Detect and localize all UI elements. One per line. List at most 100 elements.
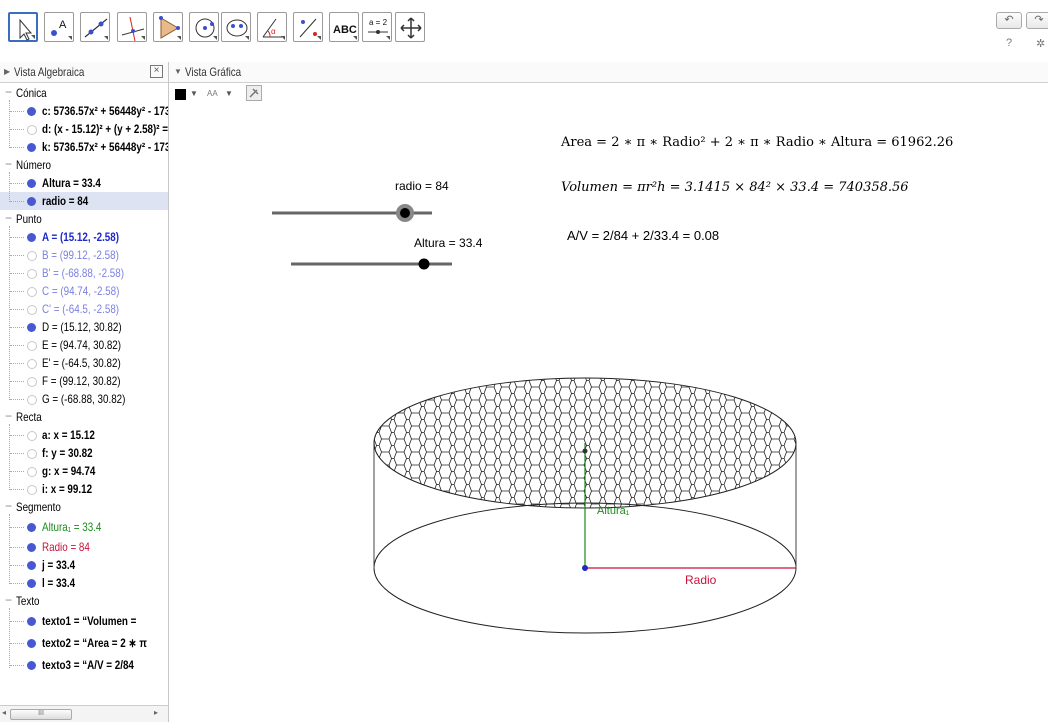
hidden-dot-icon[interactable]: [27, 358, 37, 369]
collapse-minus-icon[interactable]: −: [5, 85, 13, 99]
scroll-right-icon[interactable]: ▸: [154, 708, 159, 717]
algebra-item[interactable]: Altura = 33.4: [0, 174, 168, 192]
visible-dot-icon[interactable]: [27, 578, 36, 588]
color-swatch[interactable]: [175, 89, 186, 100]
visible-dot-icon[interactable]: [27, 322, 36, 332]
dropdown-arrow-icon[interactable]: ▼: [190, 89, 198, 98]
algebra-item[interactable]: f: y = 30.82: [0, 444, 168, 462]
collapse-minus-icon[interactable]: −: [5, 499, 13, 513]
algebra-category[interactable]: − Punto: [0, 210, 168, 228]
collapse-arrow-icon[interactable]: ▼: [174, 67, 182, 76]
algebra-item[interactable]: texto1 = “Volumen =: [0, 610, 168, 632]
circle-tool[interactable]: [189, 12, 219, 42]
formula-area[interactable]: Area = 2 ∗ π ∗ Radio² + 2 ∗ π ∗ Radio ∗ …: [560, 135, 953, 150]
polygon-tool[interactable]: [153, 12, 183, 42]
visible-dot-icon[interactable]: [27, 522, 36, 532]
reflect-tool[interactable]: [293, 12, 323, 42]
visible-dot-icon[interactable]: [27, 178, 36, 188]
visible-dot-icon[interactable]: [27, 560, 36, 570]
scroll-thumb[interactable]: III: [10, 709, 72, 720]
line-tool[interactable]: [80, 12, 110, 42]
collapse-minus-icon[interactable]: −: [5, 211, 13, 225]
perpendicular-tool[interactable]: [117, 12, 147, 42]
move-tool[interactable]: [8, 12, 38, 42]
hidden-dot-icon[interactable]: [27, 430, 37, 441]
slider-altura-handle[interactable]: [418, 258, 430, 270]
hidden-dot-icon[interactable]: [27, 250, 37, 261]
dropdown-arrow-icon[interactable]: ▼: [225, 89, 233, 98]
hidden-dot-icon[interactable]: [27, 340, 37, 351]
algebra-item[interactable]: Radio = 84: [0, 538, 168, 556]
algebra-item[interactable]: d: (x - 15.12)² + (y + 2.58)² =: [0, 120, 168, 138]
algebra-category[interactable]: − Cónica: [0, 84, 168, 102]
gear-icon[interactable]: ✲: [1036, 38, 1046, 50]
algebra-item[interactable]: E = (94.74, 30.82): [0, 336, 168, 354]
hidden-dot-icon[interactable]: [27, 466, 37, 477]
algebra-item[interactable]: j = 33.4: [0, 556, 168, 574]
point-A[interactable]: [582, 565, 588, 571]
visible-dot-icon[interactable]: [27, 196, 36, 206]
algebra-item[interactable]: texto3 = “A/V = 2/84: [0, 654, 168, 676]
algebra-category[interactable]: − Texto: [0, 592, 168, 610]
algebra-item[interactable]: i: x = 99.12: [0, 480, 168, 498]
algebra-item[interactable]: E' = (-64.5, 30.82): [0, 354, 168, 372]
algebra-item[interactable]: G = (-68.88, 30.82): [0, 390, 168, 408]
slider-radio-handle[interactable]: [400, 208, 410, 218]
visible-dot-icon[interactable]: [27, 142, 36, 152]
formula-av[interactable]: A/V = 2/84 + 2/33.4 = 0.08: [567, 228, 719, 243]
visible-dot-icon[interactable]: [27, 542, 36, 552]
algebra-item[interactable]: C' = (-64.5, -2.58): [0, 300, 168, 318]
algebra-item[interactable]: k: 5736.57x² + 56448y² - 173: [0, 138, 168, 156]
algebra-item[interactable]: l = 33.4: [0, 574, 168, 592]
close-view-icon[interactable]: ×: [150, 65, 163, 78]
hidden-dot-icon[interactable]: [27, 394, 37, 405]
pin-icon[interactable]: [246, 85, 262, 101]
algebra-item[interactable]: texto2 = “Area = 2 ∗ π: [0, 632, 168, 654]
algebra-item[interactable]: C = (94.74, -2.58): [0, 282, 168, 300]
visible-dot-icon[interactable]: [27, 660, 36, 670]
collapse-minus-icon[interactable]: −: [5, 593, 13, 607]
algebra-category[interactable]: − Recta: [0, 408, 168, 426]
hidden-dot-icon[interactable]: [27, 286, 37, 297]
algebra-item[interactable]: B' = (-68.88, -2.58): [0, 264, 168, 282]
slider-tool[interactable]: a = 2: [362, 12, 392, 42]
algebra-item[interactable]: Altura₁ = 33.4: [0, 516, 168, 538]
hidden-dot-icon[interactable]: [27, 304, 37, 315]
horizontal-scrollbar[interactable]: ◂ III ▸: [0, 705, 168, 722]
hidden-dot-icon[interactable]: [27, 484, 37, 495]
point-D[interactable]: [582, 448, 588, 454]
algebra-item[interactable]: D = (15.12, 30.82): [0, 318, 168, 336]
collapse-arrow-icon[interactable]: ▶: [4, 67, 11, 76]
redo-button[interactable]: ↷: [1026, 12, 1048, 29]
ellipse-tool[interactable]: [221, 12, 251, 42]
collapse-minus-icon[interactable]: −: [5, 409, 13, 423]
visible-dot-icon[interactable]: [27, 638, 36, 648]
algebra-item[interactable]: c: 5736.57x² + 56448y² - 173: [0, 102, 168, 120]
point-tool[interactable]: A: [44, 12, 74, 42]
algebra-item[interactable]: a: x = 15.12: [0, 426, 168, 444]
collapse-minus-icon[interactable]: −: [5, 157, 13, 171]
algebra-item[interactable]: A = (15.12, -2.58): [0, 228, 168, 246]
algebra-category[interactable]: − Número: [0, 156, 168, 174]
undo-button[interactable]: ↶: [996, 12, 1022, 29]
hidden-dot-icon[interactable]: [27, 124, 37, 135]
visible-dot-icon[interactable]: [27, 232, 36, 242]
algebra-item[interactable]: g: x = 94.74: [0, 462, 168, 480]
text-size-button[interactable]: AA: [207, 89, 218, 98]
angle-tool[interactable]: α: [257, 12, 287, 42]
hidden-dot-icon[interactable]: [27, 376, 37, 387]
algebra-item[interactable]: radio = 84: [0, 192, 168, 210]
text-tool[interactable]: ABC: [329, 12, 359, 42]
algebra-category[interactable]: − Segmento: [0, 498, 168, 516]
algebra-item[interactable]: B = (99.12, -2.58): [0, 246, 168, 264]
algebra-item[interactable]: F = (99.12, 30.82): [0, 372, 168, 390]
help-icon[interactable]: ?: [1006, 37, 1013, 49]
scroll-left-icon[interactable]: ◂: [2, 708, 7, 717]
visible-dot-icon[interactable]: [27, 106, 36, 116]
hidden-dot-icon[interactable]: [27, 268, 37, 279]
formula-volumen[interactable]: Volumen = πr²h = 3.1415 × 84² × 33.4 = 7…: [561, 180, 909, 195]
visible-dot-icon[interactable]: [27, 616, 36, 626]
graphics-canvas[interactable]: Area = 2 ∗ π ∗ Radio² + 2 ∗ π ∗ Radio ∗ …: [169, 62, 1048, 722]
hidden-dot-icon[interactable]: [27, 448, 37, 459]
move-view-tool[interactable]: [395, 12, 425, 42]
